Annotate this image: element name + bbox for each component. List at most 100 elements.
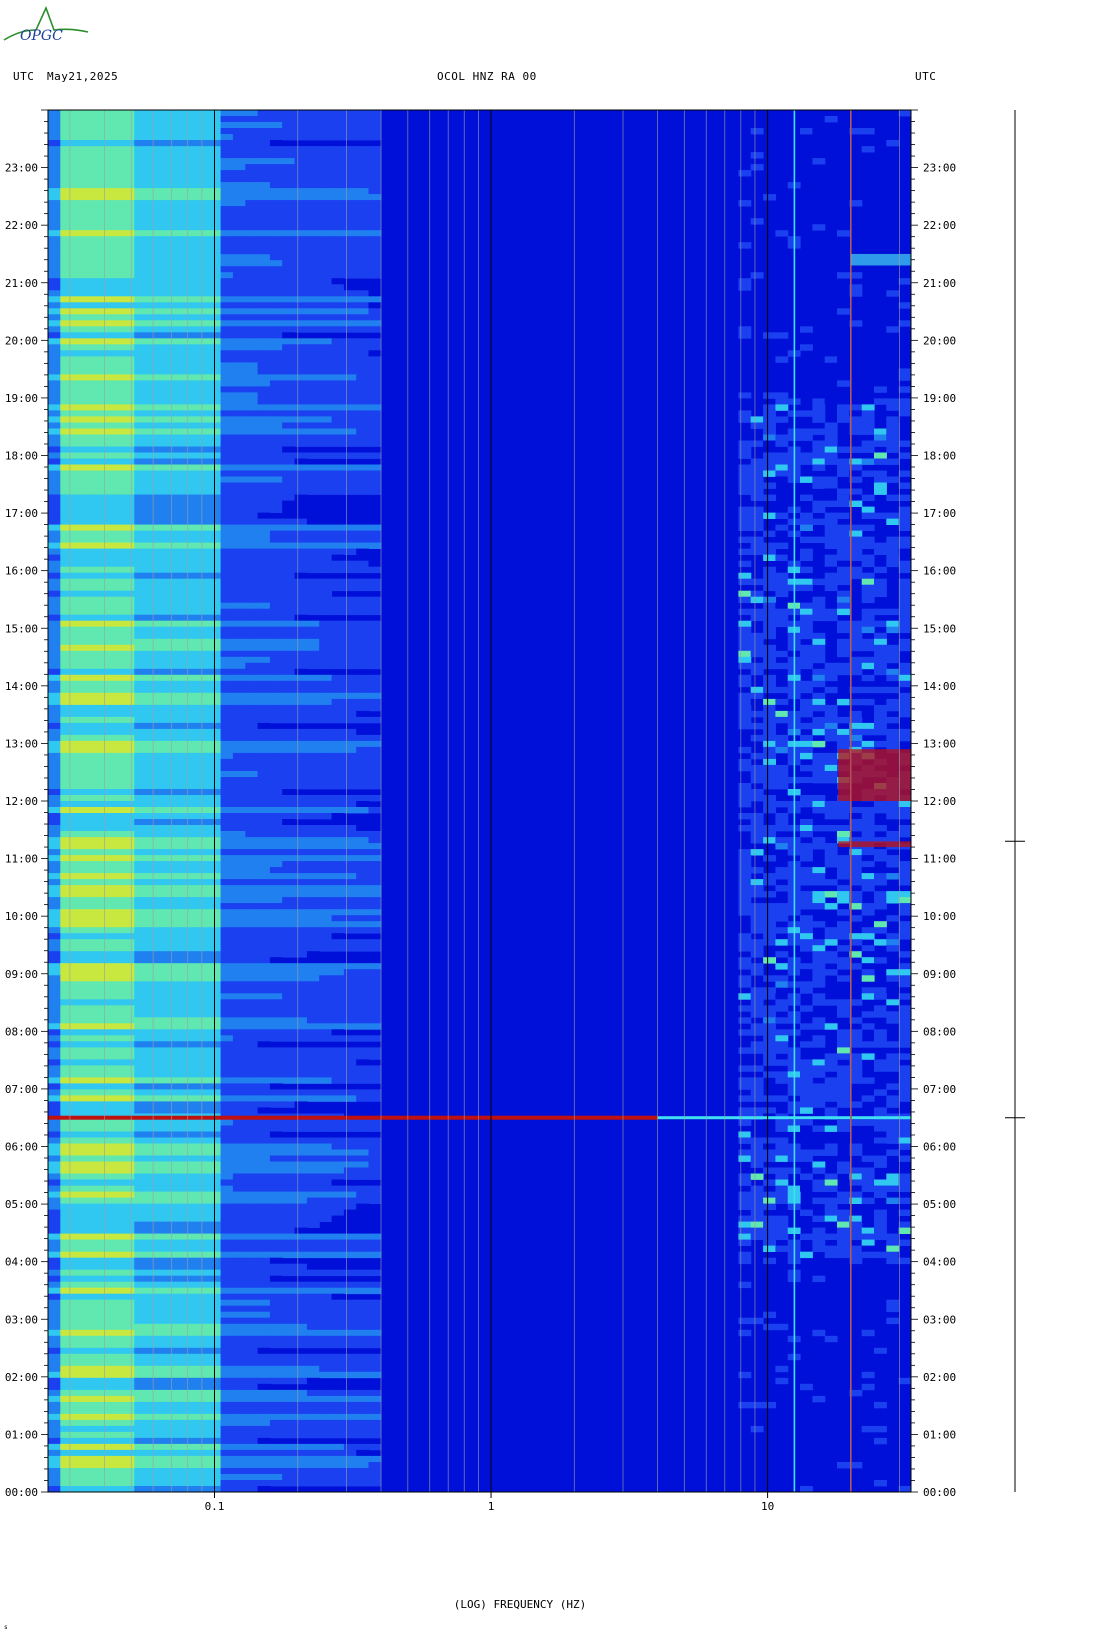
heatmap-cell — [60, 891, 74, 898]
heatmap-cell — [343, 891, 357, 898]
heatmap-cell — [837, 813, 850, 820]
heatmap-cell — [306, 278, 320, 285]
heatmap-cell — [368, 963, 382, 970]
heatmap-cell — [331, 392, 345, 399]
heatmap-cell — [257, 476, 271, 483]
heatmap-cell — [72, 344, 86, 351]
heatmap-cell — [368, 410, 382, 417]
heatmap-cell — [232, 110, 246, 117]
heatmap-cell — [97, 314, 111, 321]
heatmap-cell — [763, 993, 776, 1000]
heatmap-cell — [220, 368, 234, 375]
heatmap-cell — [886, 536, 900, 543]
heatmap-cell — [343, 248, 357, 255]
heatmap-cell — [306, 188, 320, 195]
heatmap-cell — [331, 176, 345, 183]
heatmap-cell — [122, 440, 135, 447]
heatmap-cell — [306, 464, 320, 471]
heatmap-cell — [343, 380, 357, 387]
heatmap-cell — [60, 302, 74, 309]
heatmap-cell — [97, 963, 111, 970]
heatmap-cell — [750, 921, 764, 928]
heatmap-cell — [72, 572, 86, 580]
heatmap-cell — [824, 716, 838, 724]
heatmap-cell — [269, 758, 283, 766]
heatmap-cell — [738, 879, 752, 886]
heatmap-cell — [750, 927, 764, 934]
heatmap-cell — [220, 909, 234, 916]
heatmap-cell — [97, 831, 111, 838]
heatmap-cell — [85, 915, 98, 922]
heatmap-cell — [800, 326, 813, 333]
heatmap-cell — [738, 1017, 752, 1024]
heatmap-cell — [72, 710, 86, 718]
heatmap-cell — [861, 596, 875, 604]
heatmap-cell — [356, 680, 370, 688]
heatmap-cell — [282, 969, 296, 976]
heatmap-cell — [763, 392, 776, 399]
heatmap-cell — [257, 440, 271, 447]
heatmap-cell — [257, 548, 271, 555]
heatmap-cell — [257, 602, 271, 610]
heatmap-cell — [306, 440, 320, 447]
heatmap-cell — [886, 626, 900, 634]
heatmap-cell — [306, 716, 320, 724]
heatmap-cell — [159, 224, 172, 231]
heatmap-cell — [122, 710, 135, 718]
heatmap-cell — [85, 206, 98, 213]
heatmap-cell — [220, 584, 234, 592]
heatmap-cell — [159, 458, 172, 465]
heatmap-cell — [775, 734, 789, 742]
heatmap-cell — [282, 164, 296, 171]
heatmap-cell — [134, 1023, 148, 1030]
heatmap-cell — [763, 957, 776, 964]
heatmap-cell — [824, 674, 838, 682]
heatmap-cell — [800, 260, 813, 267]
heatmap-cell — [48, 536, 61, 543]
heatmap-cell — [122, 464, 135, 471]
heatmap-cell — [97, 861, 111, 868]
heatmap-cell — [356, 260, 370, 267]
heatmap-cell — [72, 734, 86, 742]
heatmap-cell — [245, 843, 259, 850]
heatmap-cell — [60, 134, 74, 141]
heatmap-cell — [331, 416, 345, 423]
heatmap-cell — [898, 626, 911, 634]
heatmap-cell — [171, 242, 185, 249]
heatmap-cell — [331, 584, 345, 592]
heatmap-cell — [85, 758, 98, 766]
heatmap-cell — [898, 969, 911, 976]
heatmap-cell — [245, 969, 259, 976]
heatmap-cell — [257, 650, 271, 658]
heatmap-cell — [72, 110, 86, 117]
heatmap-cell — [775, 584, 789, 592]
heatmap-cell — [109, 590, 123, 598]
heatmap-cell — [812, 957, 826, 964]
heatmap-cell — [97, 1023, 111, 1030]
heatmap-cell — [60, 248, 74, 255]
heatmap-cell — [824, 482, 838, 489]
heatmap-cell — [195, 194, 209, 201]
heatmap-cell — [232, 332, 246, 339]
heatmap-cell — [368, 644, 382, 652]
heatmap-cell — [195, 927, 209, 934]
heatmap-cell — [294, 350, 308, 357]
heatmap-cell — [60, 734, 74, 742]
heatmap-cell — [183, 110, 197, 117]
heatmap-cell — [134, 200, 148, 207]
heatmap-cell — [159, 320, 172, 327]
heatmap-cell — [245, 320, 259, 327]
heatmap-cell — [294, 909, 308, 916]
heatmap-cell — [97, 722, 111, 730]
heatmap-cell — [48, 338, 61, 345]
heatmap-cell — [85, 909, 98, 916]
heatmap-cell — [85, 891, 98, 898]
heatmap-cell — [232, 915, 246, 922]
heatmap-cell — [763, 795, 776, 802]
heatmap-cell — [195, 807, 209, 814]
heatmap-cell — [306, 170, 320, 177]
heatmap-cell — [159, 1023, 172, 1030]
heatmap-cell — [245, 506, 259, 513]
heatmap-cell — [319, 813, 333, 820]
heatmap-cell — [824, 488, 838, 495]
